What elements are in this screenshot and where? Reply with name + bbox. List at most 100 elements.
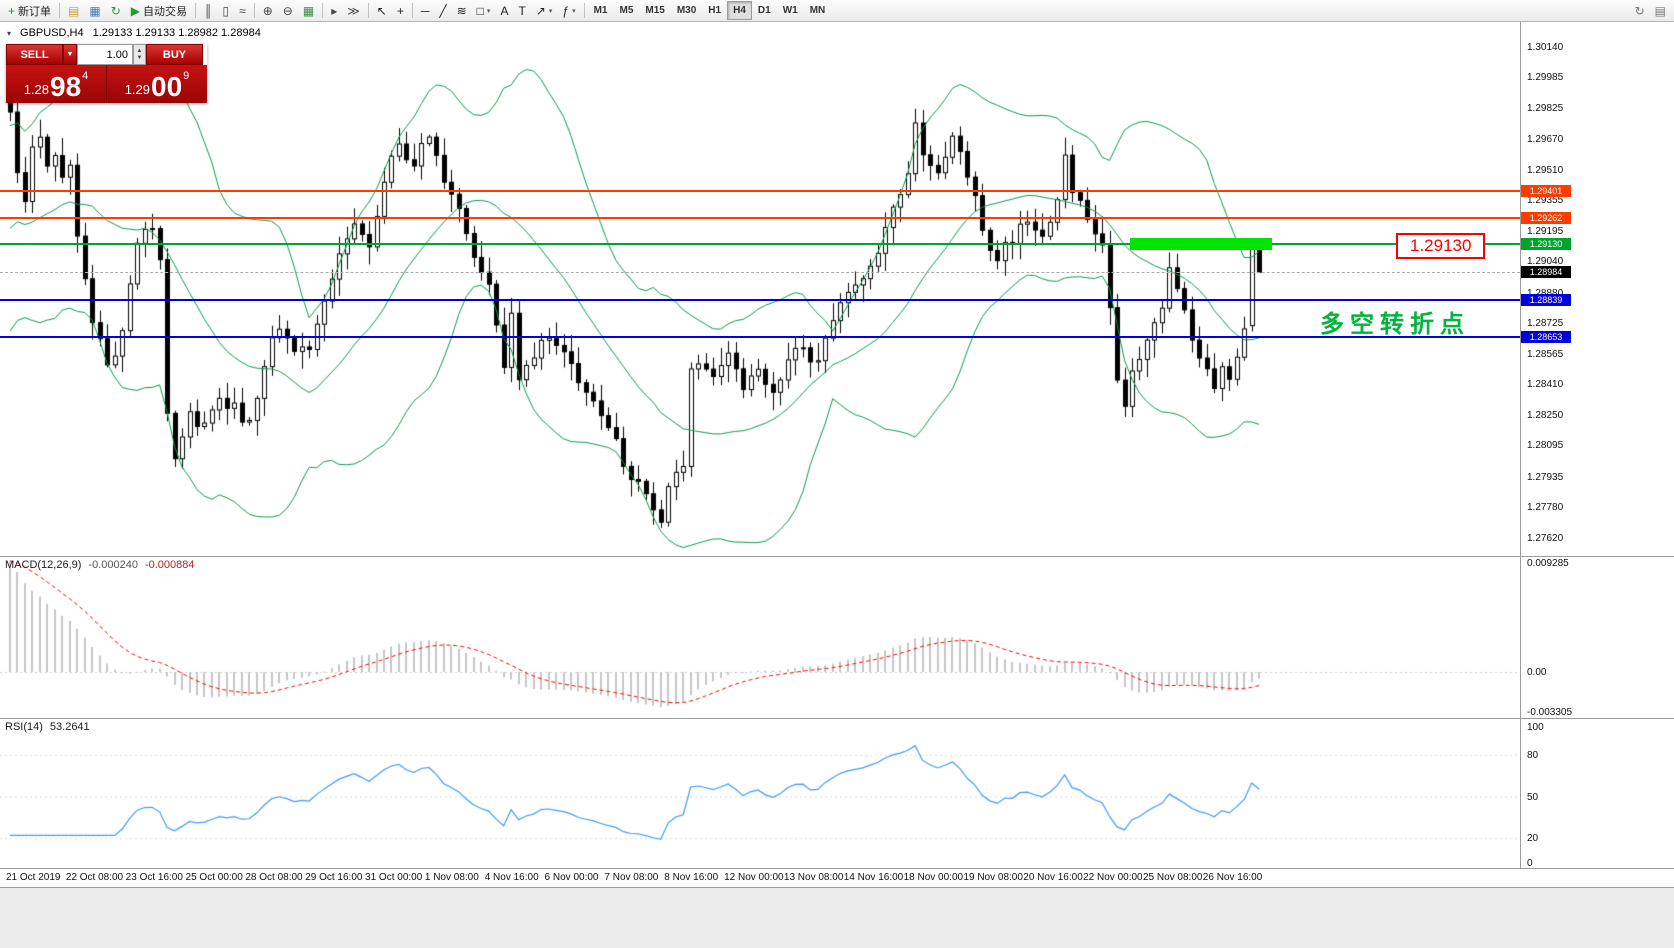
buy-price-big: 00 bbox=[151, 70, 183, 102]
grid-button[interactable]: ▦ bbox=[298, 0, 319, 21]
candlestick-chart-button[interactable]: ▯ bbox=[218, 0, 235, 21]
timeframe-button-w1[interactable]: W1 bbox=[782, 5, 798, 16]
crosshair-icon: + bbox=[396, 3, 404, 18]
timeframe-button-m1[interactable]: M1 bbox=[593, 5, 608, 16]
symbol-ohlc-label: ▾ GBPUSD,H4 1.29133 1.29133 1.28982 1.28… bbox=[7, 27, 261, 39]
text-label-button[interactable]: T bbox=[513, 0, 530, 21]
autotrading-button[interactable]: ▶ 自动交易 bbox=[126, 0, 192, 21]
new-order-button[interactable]: + 新订单 bbox=[3, 0, 56, 21]
horizontal-line-button[interactable]: ─ bbox=[416, 0, 435, 21]
price-callout-box[interactable]: 1.29130 bbox=[1396, 233, 1486, 259]
price-tag-support-1: 1.28839 bbox=[1521, 294, 1571, 307]
grid-icon: ▦ bbox=[302, 3, 315, 18]
buy-price-small: 1.29 bbox=[124, 82, 151, 97]
symbol-period-label: GBPUSD,H4 bbox=[20, 27, 84, 39]
autotrading-button-label: 自动交易 bbox=[143, 5, 187, 18]
price-axis-label: 1.29510 bbox=[1527, 164, 1564, 176]
window-list-button[interactable]: ▤ bbox=[1650, 0, 1671, 21]
indicators-button[interactable]: ƒ ▾ bbox=[557, 0, 580, 21]
time-axis-label: 23 Oct 16:00 bbox=[125, 872, 183, 883]
fibonacci-button[interactable]: ≋ bbox=[452, 0, 472, 21]
market-watch-button[interactable]: ▦ bbox=[84, 0, 105, 21]
price-axis-label: 1.28725 bbox=[1527, 317, 1564, 329]
buy-price-sup: 9 bbox=[183, 70, 190, 82]
time-axis-label: 13 Nov 08:00 bbox=[783, 872, 844, 883]
trendline-button[interactable]: ╱ bbox=[434, 0, 451, 21]
auto-scroll-icon: ≫ bbox=[347, 3, 360, 18]
window-refresh-icon: ↻ bbox=[1634, 3, 1645, 18]
cursor-button[interactable]: ↖ bbox=[372, 0, 392, 21]
sell-button[interactable]: SELL bbox=[6, 44, 63, 65]
macd-axis-label: 0.009285 bbox=[1527, 558, 1569, 569]
price-chart-canvas[interactable] bbox=[0, 22, 1520, 556]
arrow-tool-icon: ↗ bbox=[535, 3, 546, 18]
window-refresh-button[interactable]: ↻ bbox=[1630, 0, 1650, 21]
timeframe-button-m30[interactable]: M30 bbox=[676, 5, 697, 16]
new-order-button-label: 新订单 bbox=[18, 5, 52, 18]
price-axis-label: 1.27780 bbox=[1527, 501, 1564, 513]
buy-price-display[interactable]: 1.29 00 9 bbox=[107, 65, 207, 103]
price-axis-label: 1.29195 bbox=[1527, 226, 1564, 238]
price-axis-label: 1.27620 bbox=[1527, 533, 1564, 544]
text-tool-button[interactable]: A bbox=[495, 0, 513, 21]
bar-chart-button[interactable]: ║ bbox=[199, 0, 218, 21]
time-axis-label: 28 Oct 08:00 bbox=[245, 872, 303, 883]
refresh-button[interactable]: ↻ bbox=[106, 0, 126, 21]
indicators-button-dropdown-icon[interactable]: ▾ bbox=[572, 7, 576, 15]
time-axis-separator bbox=[0, 868, 1674, 869]
zoom-out-button[interactable]: ⊖ bbox=[278, 0, 298, 21]
shapes-button[interactable]: □ ▾ bbox=[472, 0, 496, 21]
timeframe-button-d1[interactable]: D1 bbox=[757, 5, 771, 16]
hline-pivot-green[interactable] bbox=[0, 242, 1520, 245]
timeframe-button-h1[interactable]: H1 bbox=[708, 5, 722, 16]
highlight-zone[interactable] bbox=[1130, 237, 1273, 250]
rsi-panel-canvas[interactable] bbox=[0, 719, 1520, 867]
profiles-icon: ▤ bbox=[68, 3, 80, 18]
shapes-button-dropdown-icon[interactable]: ▾ bbox=[486, 7, 491, 15]
timeframe-button-mn[interactable]: MN bbox=[809, 5, 826, 16]
arrow-tool-button-dropdown-icon[interactable]: ▾ bbox=[548, 7, 553, 15]
zoom-in-button[interactable]: ⊕ bbox=[258, 0, 278, 21]
candlestick-chart-icon: ▯ bbox=[222, 3, 230, 18]
timeframe-button-m15[interactable]: M15 bbox=[645, 5, 665, 16]
turning-point-note[interactable]: 多空转折点 bbox=[1320, 311, 1470, 338]
profiles-button[interactable]: ▤ bbox=[63, 0, 84, 21]
toolbar-divider bbox=[583, 3, 585, 18]
price-axis-label: 1.28410 bbox=[1527, 379, 1564, 391]
hline-support-1[interactable] bbox=[0, 299, 1520, 302]
price-axis-label: 1.29040 bbox=[1527, 256, 1564, 268]
price-axis-separator[interactable] bbox=[1520, 22, 1521, 868]
crosshair-button[interactable]: + bbox=[392, 0, 409, 21]
volume-up-icon[interactable]: ▲ bbox=[136, 47, 143, 54]
sell-price-display[interactable]: 1.28 98 4 bbox=[6, 65, 107, 103]
chart-shift-button[interactable]: ▸ bbox=[326, 0, 342, 21]
hline-resistance-1[interactable] bbox=[0, 189, 1520, 192]
macd-panel-canvas[interactable] bbox=[0, 557, 1520, 717]
arrow-tool-button[interactable]: ↗ ▾ bbox=[531, 0, 558, 21]
line-chart-button[interactable]: ≈ bbox=[234, 0, 251, 21]
time-axis-label: 8 Nov 16:00 bbox=[664, 872, 719, 883]
macd-panel-separator[interactable] bbox=[0, 556, 1674, 557]
rsi-panel-separator[interactable] bbox=[0, 718, 1674, 719]
hline-support-2[interactable] bbox=[0, 335, 1520, 338]
time-axis-label: 31 Oct 00:00 bbox=[365, 872, 423, 883]
hline-current-price[interactable] bbox=[0, 272, 1520, 274]
rsi-name: RSI(14) bbox=[5, 721, 43, 733]
timeframe-button-h4[interactable]: H4 bbox=[727, 1, 752, 20]
time-axis-label: 29 Oct 16:00 bbox=[305, 872, 363, 883]
volume-stepper[interactable]: ▲ ▼ bbox=[133, 44, 146, 65]
price-tag-current-price: 1.28984 bbox=[1521, 266, 1571, 279]
order-type-dropdown[interactable]: ▼ bbox=[63, 44, 77, 65]
main-toolbar: + 新订单 ▤ ▦ ↻ ▶ 自动交易 ║ ▯ ≈ ⊕ ⊖ ▦ ▸ ≫ ↖ + ─ ╱ ≋ □ ▾ A T ↗ ▾ ƒ ▾ M1 M5 M15… bbox=[0, 0, 1674, 22]
buy-button[interactable]: BUY bbox=[146, 44, 203, 65]
hline-resistance-2[interactable] bbox=[0, 217, 1520, 220]
one-click-collapse-toggle[interactable]: ▾ bbox=[7, 28, 12, 38]
auto-scroll-button[interactable]: ≫ bbox=[342, 0, 365, 21]
time-axis-label: 22 Nov 00:00 bbox=[1083, 872, 1143, 883]
volume-down-icon[interactable]: ▼ bbox=[136, 54, 143, 61]
time-axis-label: 25 Oct 00:00 bbox=[185, 872, 243, 883]
toolbar-divider bbox=[367, 3, 369, 18]
timeframe-button-m5[interactable]: M5 bbox=[619, 5, 634, 16]
volume-input[interactable]: 1.00 bbox=[77, 44, 133, 65]
